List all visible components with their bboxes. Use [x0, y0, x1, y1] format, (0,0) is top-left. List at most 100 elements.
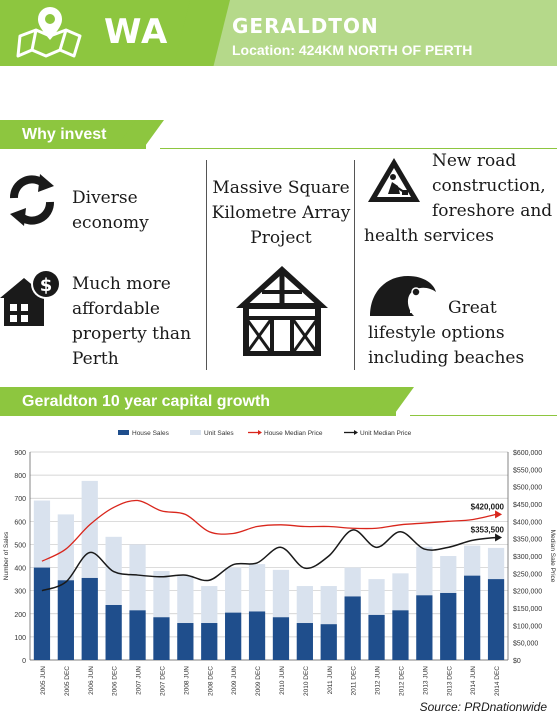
x-tick-label: 2010 JUN [279, 666, 286, 695]
x-tick-label: 2010 DEC [303, 666, 310, 696]
cycle-arrows-icon [10, 174, 54, 226]
y-tick-label: 0 [22, 658, 26, 665]
bar-house-sales [225, 612, 242, 660]
legend-label: Unit Median Price [360, 430, 412, 437]
reason-diverse-economy: Diverse economy [72, 188, 149, 233]
bar-house-sales [177, 623, 194, 660]
map-pin-icon [16, 7, 82, 58]
legend-swatch-arrow [354, 430, 358, 435]
bar-house-sales [344, 596, 361, 660]
y2-tick-label: $100,000 [513, 623, 542, 630]
x-tick-label: 2013 DEC [446, 666, 453, 696]
chart-title-banner [0, 387, 396, 416]
series-arrowhead [495, 510, 503, 519]
series-arrowhead [495, 533, 503, 542]
bar-house-sales [153, 617, 170, 660]
bar-unit-sales [129, 544, 146, 611]
bar-house-sales [368, 614, 385, 660]
y2-tick-label: $250,000 [513, 571, 542, 578]
bar-house-sales [487, 579, 505, 660]
bar-unit-sales [344, 567, 361, 597]
y-tick-label: 800 [14, 473, 26, 480]
region-code: WA [104, 12, 169, 52]
bar-unit-sales [248, 564, 266, 612]
bar-unit-sales [320, 586, 337, 625]
bar-unit-sales [392, 573, 409, 611]
x-tick-label: 2013 JUN [422, 666, 429, 695]
legend-label: House Median Price [264, 430, 323, 437]
bar-unit-sales [296, 586, 313, 624]
x-tick-label: 2009 JUN [231, 666, 238, 695]
bar-house-sales [105, 604, 122, 660]
bar-unit-sales [225, 567, 242, 613]
x-tick-label: 2014 DEC [494, 666, 501, 696]
data-label: $353,500 [471, 525, 505, 534]
y-tick-label: 400 [14, 566, 26, 573]
column-divider-left [206, 160, 207, 370]
legend-swatch-arrow [258, 430, 262, 435]
y2-tick-label: $150,000 [513, 606, 542, 613]
x-tick-label: 2012 JUN [375, 666, 382, 695]
bar-house-sales [320, 624, 337, 660]
bar-house-sales [296, 623, 313, 660]
town-name: GERALDTON [232, 14, 379, 38]
bar-unit-sales [201, 586, 218, 624]
y2-axis-label: Median Sale Price [549, 530, 556, 583]
bar-house-sales [416, 595, 433, 660]
y-tick-label: 100 [14, 635, 26, 642]
chart-title: Geraldton 10 year capital growth [22, 393, 271, 410]
location-text: Location: 424KM NORTH OF PERTH [232, 42, 473, 58]
svg-text:$: $ [40, 275, 53, 296]
reason-affordable-property: Much more affordable property than Perth [72, 274, 192, 369]
x-tick-label: 2005 DEC [64, 666, 71, 696]
bar-unit-sales [440, 556, 457, 593]
data-label: $420,000 [471, 502, 505, 511]
y2-tick-label: $600,000 [513, 450, 542, 457]
bar-house-sales [440, 592, 457, 660]
source-note: Source: PRDnationwide [419, 700, 547, 714]
bar-unit-sales [272, 569, 290, 618]
y-axis-label: Number of Sales [3, 531, 10, 580]
house-dollar-icon: $ [0, 269, 61, 326]
x-tick-label: 2006 DEC [112, 666, 119, 696]
y2-tick-label: $550,000 [513, 467, 542, 474]
chart-title-rule [410, 415, 557, 416]
y-tick-label: 900 [14, 450, 26, 457]
x-tick-label: 2009 DEC [255, 666, 262, 696]
bar-unit-sales [177, 575, 194, 624]
bar-house-sales [201, 623, 218, 660]
x-tick-label: 2007 DEC [159, 666, 166, 696]
x-tick-label: 2011 DEC [351, 666, 358, 696]
y2-tick-label: $0 [513, 658, 521, 665]
why-invest-title: Why invest [22, 126, 107, 143]
x-tick-label: 2014 JUN [470, 666, 477, 695]
reason-road-construction: New road construction, foreshore and hea… [364, 151, 553, 246]
y-tick-label: 700 [14, 496, 26, 503]
reason-ska-project: Massive Square Kilometre Array Project [211, 178, 351, 248]
bar-unit-sales [33, 500, 51, 568]
y2-tick-label: $500,000 [513, 485, 542, 492]
legend-label: House Sales [132, 430, 170, 437]
series-line-house-median [41, 499, 497, 562]
column-divider-right [354, 160, 355, 370]
legend-swatch [190, 430, 201, 435]
bar-unit-sales [57, 514, 74, 581]
road-works-sign-icon [368, 158, 420, 202]
bar-house-sales [81, 577, 98, 660]
bar-unit-sales [464, 545, 481, 576]
bar-house-sales [129, 610, 146, 660]
bar-unit-sales [416, 546, 433, 596]
legend-swatch [118, 430, 129, 435]
why-invest-rule [160, 148, 557, 149]
header-location-panel [208, 0, 557, 66]
x-tick-label: 2005 JUN [40, 666, 47, 695]
y2-tick-label: $450,000 [513, 502, 542, 509]
y2-tick-label: $400,000 [513, 519, 542, 526]
bar-unit-sales [487, 547, 505, 580]
x-tick-label: 2012 DEC [398, 666, 405, 696]
y-tick-label: 600 [14, 519, 26, 526]
x-tick-label: 2008 DEC [207, 666, 214, 696]
house-frame-icon [236, 266, 328, 356]
bar-house-sales [33, 567, 51, 660]
y2-tick-label: $200,000 [513, 589, 542, 596]
